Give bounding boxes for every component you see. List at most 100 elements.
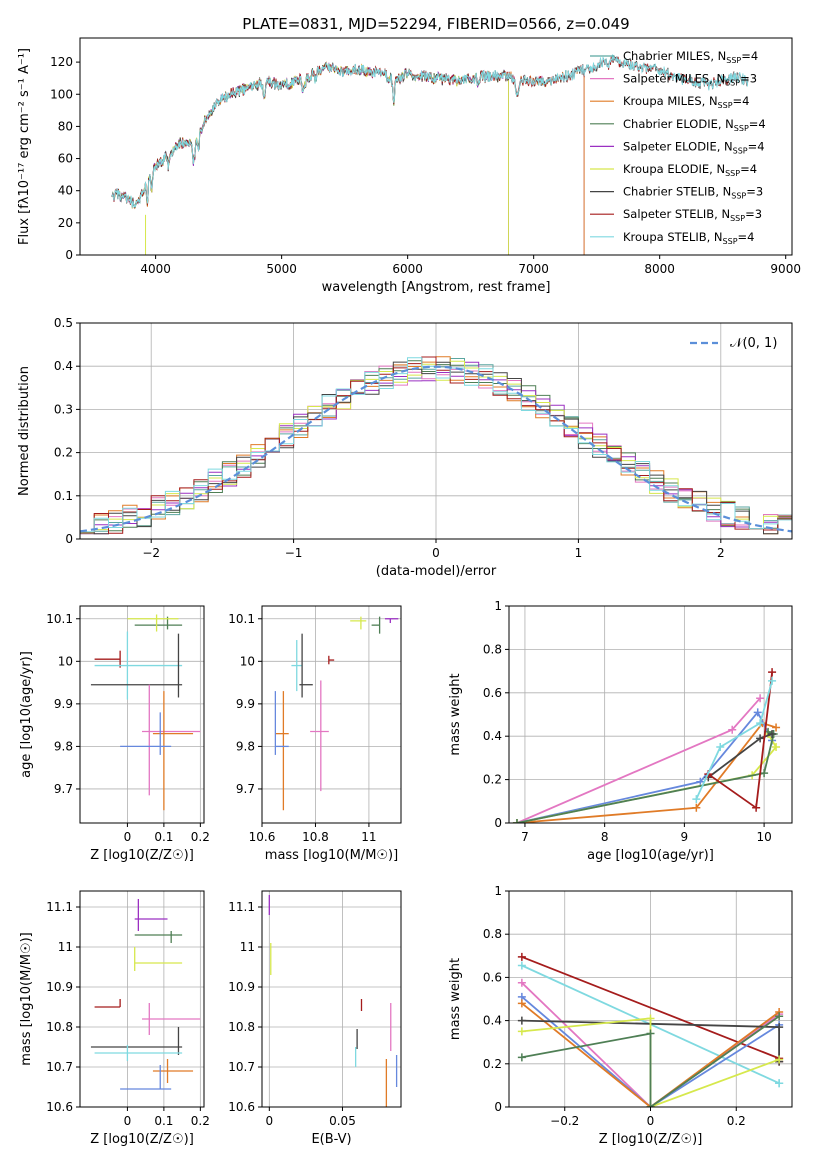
legend-text: Chabrier MILES, N [623,49,726,63]
y-tick-label: 0 [494,1100,502,1114]
spectrum-series-line [111,61,585,255]
y-tick-label: 9.8 [54,739,73,753]
weight-marker [775,1023,784,1032]
x-tick-label: 0 [124,1114,132,1128]
y-tick-label: 10.8 [46,1020,73,1034]
legend-entry: Chabrier ELODIE, NSSP=4 [623,117,766,133]
y-tick-label: 11.1 [46,900,73,914]
legend-text: =4 [733,94,750,108]
legend-text: Salpeter MILES, N [623,72,725,86]
spectrum-series-line [111,62,585,255]
weight-marker [517,978,526,987]
weight-marker [768,730,777,739]
y-tick-label: 0 [65,532,73,546]
panel-mass_vs_Z: 0 0.1 0.2 10.6 10.7 10.8 10.9 11 11.1 Z [log10(Z/… [19,890,210,1147]
legend-text: =4 [749,117,766,131]
plot-area [262,606,401,823]
x-tick-label: 4000 [140,262,171,276]
weight-series-line [521,996,780,1107]
legend-sub: SSP [718,101,733,110]
y-tick-label: 10.9 [46,980,73,994]
spectrum-series-line [111,54,749,208]
weight-marker [753,708,762,717]
weight-marker [756,734,765,743]
plot-area [509,891,792,1107]
y-tick-label: 10 [58,654,73,668]
weight-marker [756,694,765,703]
x-axis-label: Z [log10(Z/Z☉)] [90,848,194,863]
x-tick-label: 7000 [518,262,549,276]
panel-weight_vs_Z: −0.2 0 0.2 0 0.2 0.4 0.6 0.8 1 Z [log10(Z/Z☉)] mas… [448,884,793,1147]
legend-sub: SSP [726,56,741,65]
weight-marker [768,668,777,677]
plot-area [509,606,792,823]
x-axis-label: E(B-V) [311,1132,351,1147]
legend-text: Chabrier ELODIE, N [623,117,734,131]
spectrum-series-line [111,62,509,255]
x-tick-label: 2 [717,546,725,560]
x-tick-label: 0 [432,546,440,560]
legend-text: =3 [745,207,762,221]
legend-sub: SSP [734,124,749,133]
y-tick-label: 10.8 [228,1020,255,1034]
normal-curve [80,365,792,533]
x-tick-label: 6000 [392,262,423,276]
legend-sub: SSP [731,192,746,201]
legend-text: Kroupa ELODIE, N [623,162,725,176]
weight-marker [768,676,777,685]
x-tick-label: 7 [521,830,529,844]
legend-entry: Kroupa ELODIE, NSSP=4 [623,162,757,178]
plot-area [111,54,749,255]
legend-sub: SSP [725,169,740,178]
legend-entry: Chabrier STELIB, NSSP=3 [623,185,763,201]
panel-mass_vs_EBV: 0 0.05 10.6 10.7 10.8 10.9 11 11.1 E(B-V) [228,890,402,1147]
y-tick-label: 0.6 [483,970,502,984]
weight-marker [517,1016,526,1025]
legend-entry: Chabrier MILES, NSSP=4 [623,49,758,65]
axes-frame [79,37,793,256]
x-tick-label: 0 [265,1114,273,1128]
x-tick-label: 0.2 [191,1114,210,1128]
legend-entry: Salpeter MILES, NSSP=3 [623,72,757,88]
y-tick-label: 0.4 [483,729,502,743]
legend-text: Kroupa STELIB, N [623,230,723,244]
y-tick-label: 0.4 [54,359,73,373]
weight-series-line [521,982,780,1107]
y-tick-label: 10.6 [228,1100,255,1114]
y-tick-label: 10.7 [228,1060,255,1074]
plot-area [80,606,204,823]
plot-area [262,891,401,1107]
y-axis-label: Flux [fλ10⁻¹⁷ erg cm⁻² s⁻¹ A⁻¹] [17,48,32,245]
y-tick-label: 11.1 [228,900,255,914]
legend-text: =4 [741,49,758,63]
x-tick-label: 11 [361,830,376,844]
legend-text: =4 [738,230,755,244]
y-axis-label: age [log10(age/yr)] [19,651,34,778]
y-axis-label: Normed distribution [17,366,32,496]
y-tick-label: 10.1 [46,612,73,626]
y-tick-label: 1 [494,599,502,613]
weight-marker [756,719,765,728]
y-tick-label: 0.8 [483,927,502,941]
legend-text: Salpeter STELIB, N [623,207,730,221]
weight-marker [646,1103,655,1107]
legend-text: Salpeter ELODIE, N [623,139,733,153]
x-tick-label: 10 [756,830,771,844]
y-tick-label: 120 [50,55,73,69]
spectrum-series-line [111,61,509,255]
legend-sub: SSP [730,214,745,223]
x-tick-label: 0.1 [154,1114,173,1128]
weight-marker [760,769,769,778]
x-tick-label: 0.05 [329,1114,356,1128]
y-tick-label: 40 [58,184,73,198]
panel-residuals: −2 −1 0 1 2 0 0.1 0.2 0.3 0.4 0.5 (data-model)/erro… [17,316,793,579]
axes-frame [508,605,793,824]
x-axis-label: wavelength [Angstrom, rest frame] [322,280,551,295]
weight-marker [512,819,521,823]
weight-marker [517,1053,526,1062]
weight-marker [517,1027,526,1036]
histogram-series-line [80,357,792,533]
weight-marker [775,1055,784,1064]
legend-text: Chabrier STELIB, N [623,185,731,199]
y-tick-label: 0 [494,816,502,830]
